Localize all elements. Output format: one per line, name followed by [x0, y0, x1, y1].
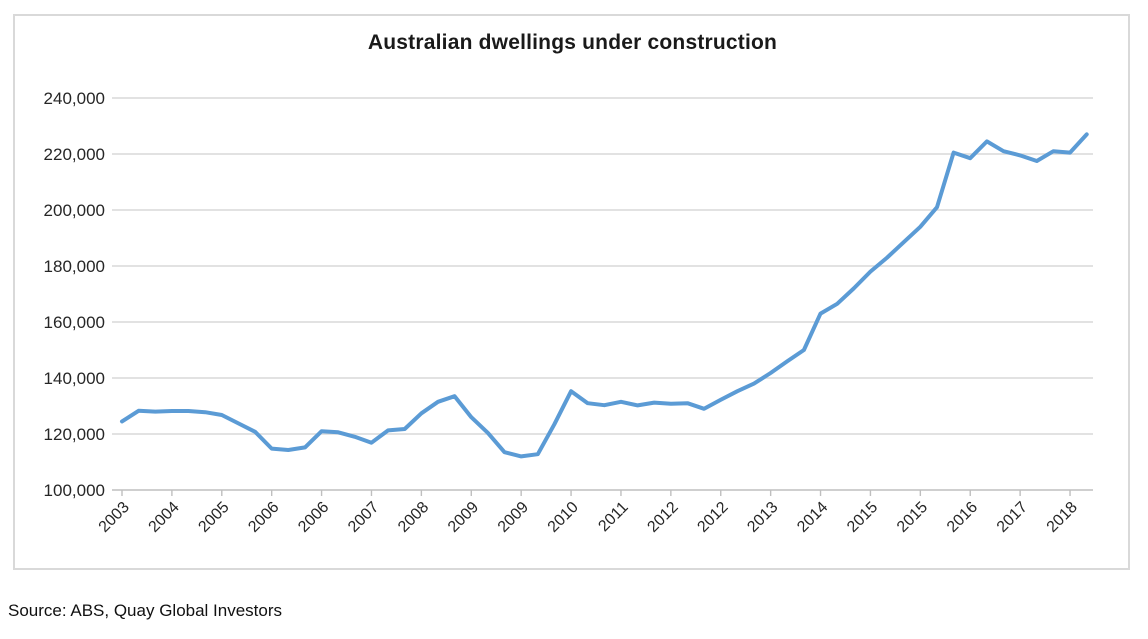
y-axis-label: 120,000 — [44, 425, 105, 444]
x-axis-label: 2008 — [395, 499, 432, 536]
x-axis-label: 2010 — [545, 499, 582, 536]
x-axis-label: 2016 — [944, 499, 981, 536]
x-axis-label: 2006 — [295, 499, 332, 536]
x-axis-label: 2015 — [844, 499, 881, 536]
y-axis-label: 240,000 — [44, 89, 105, 108]
x-axis-label: 2005 — [195, 499, 232, 536]
x-axis-label: 2012 — [644, 499, 681, 536]
x-axis-label: 2003 — [96, 499, 133, 536]
x-axis-label: 2015 — [894, 499, 931, 536]
x-axis-label: 2018 — [1044, 499, 1081, 536]
data-line-series — [120, 132, 1089, 459]
x-axis-label: 2007 — [345, 499, 382, 536]
y-axis-label: 200,000 — [44, 201, 105, 220]
x-axis-label: 2017 — [994, 499, 1031, 536]
x-axis-label: 2013 — [744, 499, 781, 536]
x-axis-label: 2006 — [245, 499, 282, 536]
x-axis-label: 2012 — [694, 499, 731, 536]
y-axis-label: 100,000 — [44, 481, 105, 500]
x-axis-label: 2004 — [146, 499, 183, 536]
y-axis-label: 160,000 — [44, 313, 105, 332]
y-axis-label: 180,000 — [44, 257, 105, 276]
x-axis-label: 2014 — [794, 499, 831, 536]
y-axis-label: 220,000 — [44, 145, 105, 164]
chart-title: Australian dwellings under construction — [367, 31, 778, 54]
x-axis-label: 2011 — [595, 499, 631, 535]
x-axis-label: 2009 — [495, 499, 532, 536]
chart-frame — [13, 14, 1130, 570]
y-axis-label: 140,000 — [44, 369, 105, 388]
source-note: Source: ABS, Quay Global Investors — [8, 601, 283, 620]
x-axis-label: 2009 — [445, 499, 482, 536]
